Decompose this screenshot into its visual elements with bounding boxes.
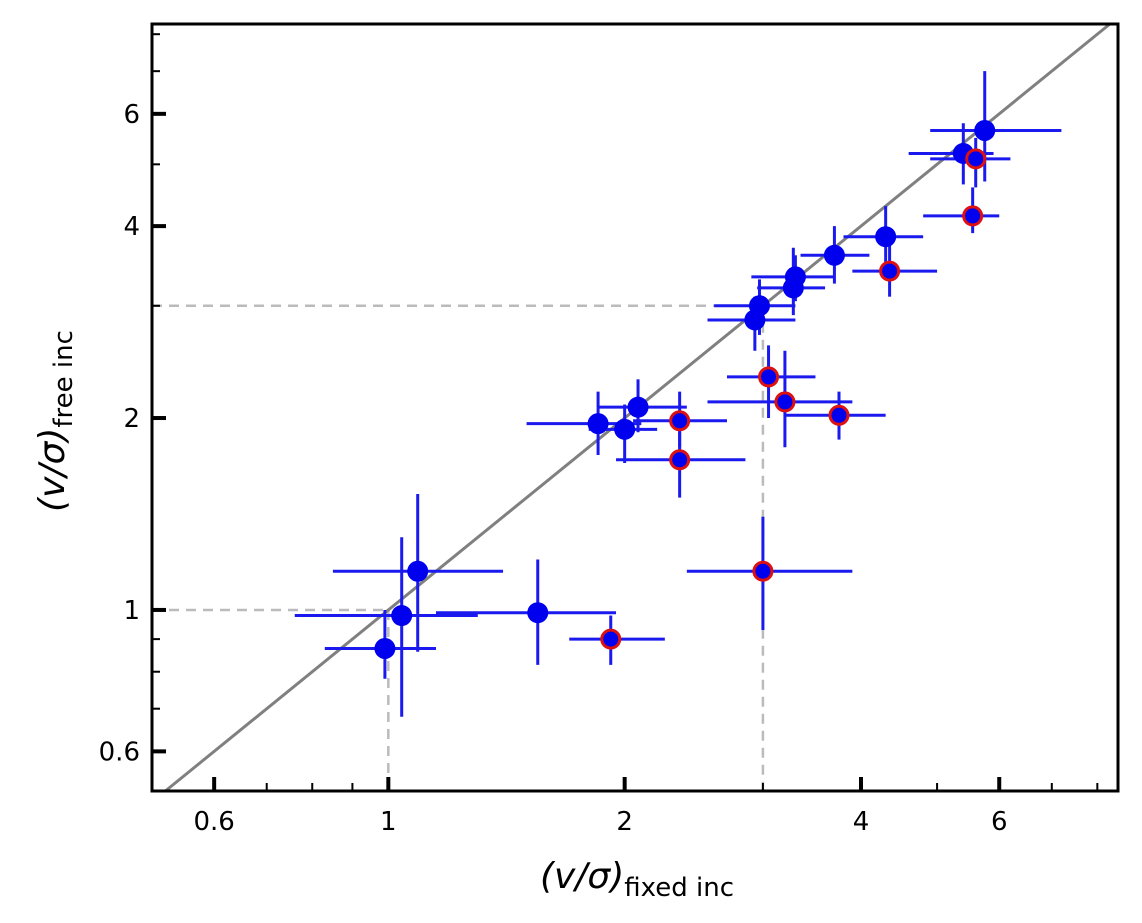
y-axis-label-main: (v/σ) <box>32 428 73 512</box>
data-points <box>374 119 996 660</box>
y-tick-label-1: 1 <box>123 596 140 626</box>
y-tick-label-4: 6 <box>123 100 140 130</box>
x-axis-label-main: (v/σ) <box>540 856 624 897</box>
y-tick-label-2: 2 <box>123 404 140 434</box>
flagged-point-0-marker <box>600 628 622 650</box>
point-8-marker <box>748 295 770 317</box>
point-4-marker <box>587 413 609 435</box>
y-tick-label-0: 0.6 <box>99 737 140 767</box>
x-axis-label: (v/σ)fixed inc <box>540 856 734 903</box>
point-2-marker <box>407 560 429 582</box>
point-12-marker <box>875 226 897 248</box>
y-tick-label-3: 4 <box>123 212 140 242</box>
flagged-point-4-marker <box>758 366 780 388</box>
point-3-marker <box>527 602 549 624</box>
x-tick-label-3: 4 <box>853 807 870 837</box>
flagged-point-5-marker <box>774 391 796 413</box>
flagged-point-3-marker <box>752 560 774 582</box>
y-axis-label-sub: free inc <box>49 330 79 428</box>
plot-frame <box>150 22 1120 793</box>
axis-ticks <box>152 33 1099 791</box>
point-14-marker <box>974 119 996 141</box>
point-10-marker <box>784 266 806 288</box>
y-axis-label: (v/σ)free inc <box>32 330 79 512</box>
flagged-point-6-marker <box>828 404 850 426</box>
x-tick-label-1: 1 <box>380 807 397 837</box>
point-0-marker <box>374 638 396 660</box>
point-5-marker <box>614 418 636 440</box>
x-tick-label-2: 2 <box>616 807 633 837</box>
x-tick-label-4: 6 <box>991 807 1008 837</box>
flagged-point-1-marker <box>669 449 691 471</box>
flagged-point-9-marker <box>965 148 987 170</box>
tick-labels: 0.6 0.6 1 1 2 2 4 4 6 6 <box>99 100 1008 837</box>
point-6-marker <box>627 396 649 418</box>
point-1-marker <box>391 605 413 627</box>
flagged-point-8-marker <box>962 205 984 227</box>
x-tick-label-0: 0.6 <box>193 807 234 837</box>
point-11-marker <box>823 244 845 266</box>
x-axis-label-sub: fixed inc <box>624 873 734 903</box>
flagged-point-7-marker <box>879 260 901 282</box>
flagged-point-2-marker <box>669 410 691 432</box>
